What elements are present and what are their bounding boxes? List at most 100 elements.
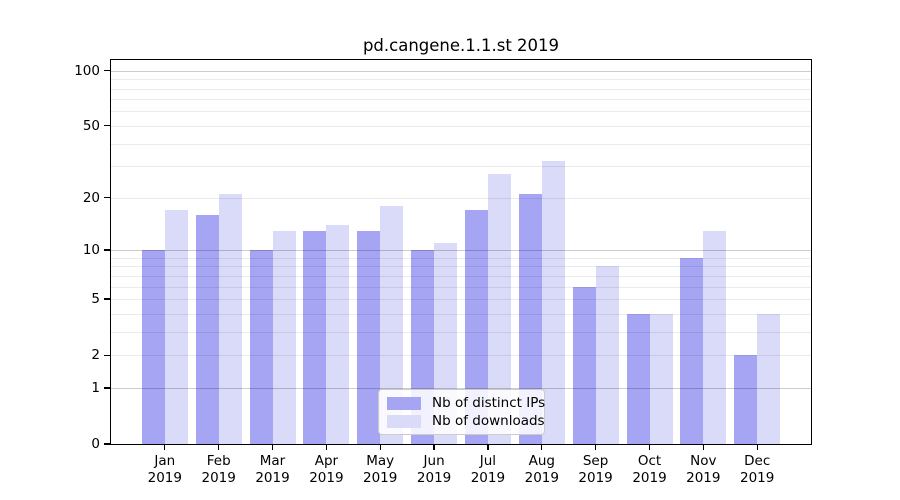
bar-nb-of-distinct-ips-jul [464,210,488,444]
bar-nb-of-distinct-ips-sep [572,286,596,444]
x-label-year: 2019 [201,469,236,486]
gridline-minor-30 [111,166,811,168]
x-tick-label-nov: Nov 2019 [663,453,743,486]
bar-nb-of-downloads-jul [487,174,511,444]
x-label-year: 2019 [686,469,721,486]
bar-nb-of-distinct-ips-oct [626,313,650,444]
y-tick-1 [104,387,110,389]
legend-swatch [387,396,421,410]
bar-nb-of-downloads-mar [272,230,296,444]
y-tick-2 [104,354,110,356]
x-tick-label-apr: Apr 2019 [286,453,366,486]
x-tick-label-sep: Sep 2019 [556,453,636,486]
legend-row-nb-of-downloads: Nb of downloads [387,413,545,429]
gridline-minor-60 [111,111,811,113]
y-tick-50 [104,125,110,127]
x-label-month: Dec [744,453,771,469]
gridline-minor-9 [111,257,811,259]
bar-nb-of-downloads-apr [326,224,350,444]
gridline-major-100 [111,70,811,72]
x-label-year: 2019 [147,469,182,486]
y-tick-0 [104,443,110,445]
bar-nb-of-downloads-oct [649,313,673,444]
bar-nb-of-downloads-nov [703,230,727,444]
x-tick-sep [595,445,597,450]
y-tick-label-10: 10 [82,242,100,258]
bar-nb-of-distinct-ips-mar [249,250,273,444]
x-tick-label-jan: Jan 2019 [125,453,205,486]
x-tick-label-mar: Mar 2019 [233,453,313,486]
x-tick-label-jun: Jun 2019 [394,453,474,486]
bar-nb-of-downloads-sep [595,266,619,444]
bar-nb-of-downloads-aug [541,161,565,444]
x-tick-may [379,445,381,450]
bar-nb-of-distinct-ips-dec [734,355,758,444]
gridline-major-10 [111,250,811,251]
x-label-month: Jan [154,453,176,469]
x-tick-label-dec: Dec 2019 [717,453,797,486]
x-label-month: Sep [582,453,609,469]
x-label-year: 2019 [470,469,506,486]
x-label-year: 2019 [363,469,398,486]
gridline-minor-7 [111,275,811,277]
bar-nb-of-distinct-ips-feb [195,214,219,444]
bar-nb-of-distinct-ips-jan [141,250,165,444]
legend-label: Nb of downloads [432,413,545,429]
y-tick-label-5: 5 [91,291,100,307]
x-label-month: Jun [423,453,445,469]
legend: Nb of distinct IPs Nb of downloads [378,389,545,435]
legend-row-nb-of-distinct-ips: Nb of distinct IPs [387,395,545,411]
y-tick-label-20: 20 [82,189,100,206]
x-tick-oct [648,445,651,450]
bar-nb-of-downloads-feb [218,193,242,444]
x-tick-jul [487,445,489,450]
x-tick-label-feb: Feb 2019 [179,453,259,486]
x-tick-label-aug: Aug 2019 [502,453,582,486]
gridline-minor-80 [111,88,811,90]
y-tick-10 [104,249,110,251]
gridline-minor-6 [111,286,811,288]
x-label-month: Oct [637,453,662,469]
gridline-major-1 [111,387,811,389]
y-tick-label-0: 0 [91,436,100,452]
x-tick-jun [433,445,435,450]
bar-nb-of-downloads-may [380,205,404,444]
x-tick-label-oct: Oct 2019 [610,453,690,486]
x-label-month: Apr [314,453,339,469]
chart-title: pd.cangene.1.1.st 2019 [362,36,560,55]
y-tick-5 [104,298,110,300]
y-tick-label-50: 50 [82,117,100,134]
bar-nb-of-downloads-jan [164,210,188,444]
x-tick-apr [325,445,327,450]
x-tick-dec [756,445,758,450]
bar-nb-of-distinct-ips-nov [680,257,704,444]
y-tick-100 [104,70,110,72]
gridline-minor-40 [111,143,811,145]
bar-nb-of-distinct-ips-may [357,230,381,444]
y-tick-label-100: 100 [74,62,100,79]
bar-nb-of-distinct-ips-apr [303,230,327,444]
y-tick-label-2: 2 [91,347,100,364]
x-label-month: Aug [528,453,555,469]
gridline-minor-4 [111,313,811,315]
y-tick-label-1: 1 [91,379,100,396]
gridline-minor-50 [111,125,811,127]
gridline-minor-3 [111,331,811,333]
x-label-year: 2019 [255,469,290,486]
gridline-minor-70 [111,99,811,101]
x-label-year: 2019 [524,469,559,486]
x-label-year: 2019 [632,469,667,486]
x-label-month: May [366,453,395,469]
x-tick-label-jul: Jul 2019 [448,453,528,486]
x-label-year: 2019 [416,469,452,486]
legend-label: Nb of distinct IPs [432,395,546,411]
x-label-month: Nov [690,453,717,469]
bar-nb-of-distinct-ips-aug [518,193,542,444]
x-tick-feb [218,445,220,450]
x-tick-mar [271,445,274,450]
x-tick-label-may: May 2019 [340,453,420,486]
x-tick-aug [541,445,543,450]
gridline-minor-20 [111,197,811,199]
x-label-year: 2019 [740,469,775,486]
